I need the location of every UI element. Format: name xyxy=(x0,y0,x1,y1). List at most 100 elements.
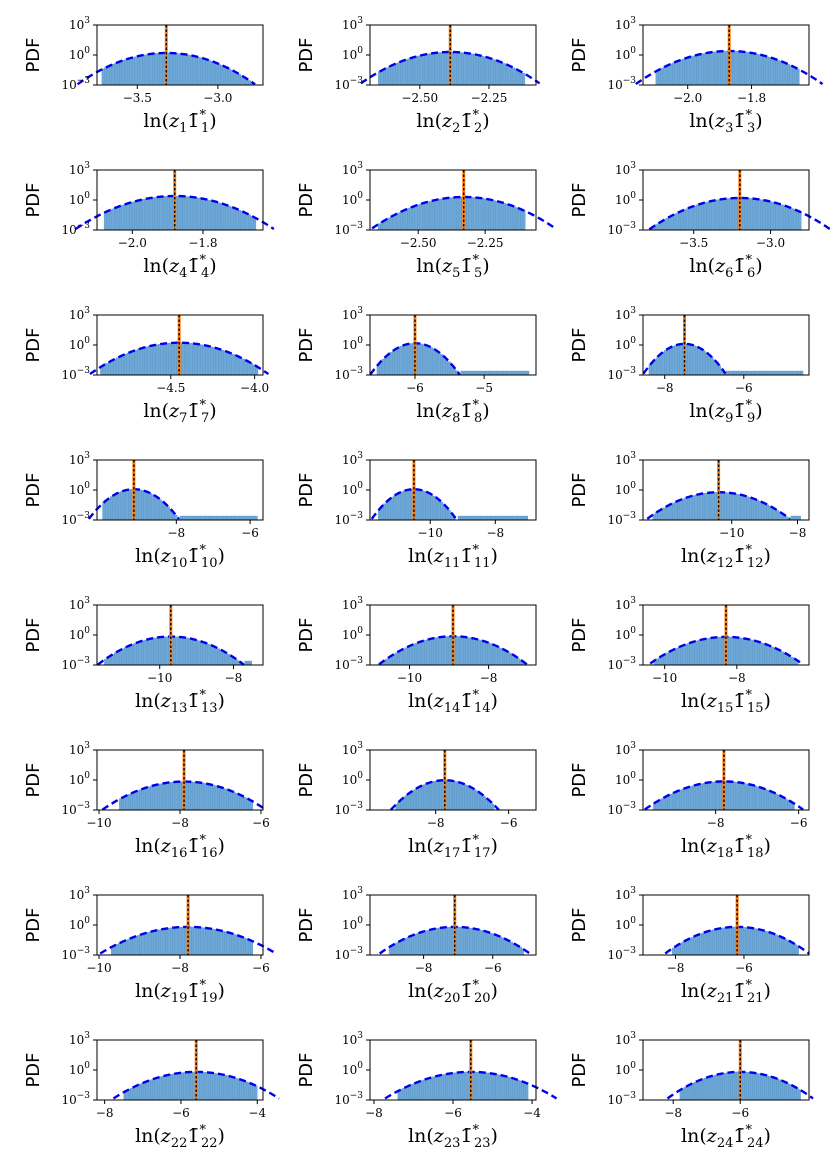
y-axis-label: PDF xyxy=(296,37,317,72)
histogram-bar xyxy=(699,639,703,666)
histogram-bar xyxy=(774,1077,777,1101)
y-tick-exponent: −3 xyxy=(623,511,637,521)
histogram-bar xyxy=(185,54,188,86)
x-tick-label: −2.0 xyxy=(673,91,702,105)
histogram-bar xyxy=(409,645,413,666)
y-tick-exponent: 0 xyxy=(357,1061,363,1071)
y-tick-label: 103 xyxy=(342,886,363,902)
histogram-bar xyxy=(468,53,472,86)
histogram-bar xyxy=(754,928,757,956)
y-axis-label: PDF xyxy=(569,617,590,652)
histogram-bar xyxy=(749,639,753,666)
histogram-bar xyxy=(200,927,204,956)
y-axis-label: PDF xyxy=(569,472,590,507)
histogram-bar xyxy=(239,357,243,376)
y-tick-exponent: 0 xyxy=(357,916,363,926)
histogram-bar xyxy=(510,205,514,231)
y-tick-label: 103 xyxy=(342,451,363,467)
histogram-bar xyxy=(740,782,743,811)
histogram-bar xyxy=(706,638,710,666)
histogram-bar xyxy=(467,785,470,811)
histogram-bar xyxy=(510,1077,514,1101)
histogram-bar xyxy=(691,55,695,86)
histogram-bar xyxy=(212,646,216,666)
y-tick-exponent: 0 xyxy=(630,916,636,926)
gaussian-fit-curve xyxy=(74,194,275,231)
histogram-bar xyxy=(480,1072,483,1101)
histogram-bar xyxy=(154,53,158,86)
histogram-bar xyxy=(158,929,161,956)
y-tick-exponent: 0 xyxy=(84,626,90,636)
x-tick-label: −10 xyxy=(86,816,111,830)
histogram-bar xyxy=(778,1079,781,1101)
histogram-bar xyxy=(769,932,772,956)
histogram-bar xyxy=(212,201,216,231)
histogram-bar xyxy=(187,515,191,521)
histogram-bar xyxy=(431,781,434,811)
histogram-bar xyxy=(793,515,797,521)
histogram-bar xyxy=(195,515,199,521)
histogram-bar xyxy=(156,497,160,521)
histogram-bar xyxy=(168,342,172,376)
y-axis-label: PDF xyxy=(23,762,44,797)
histogram-bar xyxy=(240,936,244,956)
histogram-bar xyxy=(385,658,388,666)
histogram-bar xyxy=(495,370,499,376)
histogram-bar xyxy=(406,646,410,666)
histogram-bar xyxy=(756,53,759,86)
x-tick-label: −8 xyxy=(171,816,189,830)
histogram-bar xyxy=(157,344,161,376)
histogram-bar xyxy=(730,781,734,811)
y-tick-label: 100 xyxy=(342,626,363,642)
histogram-bar xyxy=(118,649,122,666)
histogram-bar xyxy=(696,640,700,666)
histogram-bar xyxy=(758,1073,761,1101)
histogram-bar xyxy=(502,515,506,521)
histogram-bar xyxy=(460,926,464,956)
histogram-bar xyxy=(521,1081,524,1101)
histogram-bar xyxy=(149,197,153,231)
histogram-bar xyxy=(377,223,381,231)
histogram-bar xyxy=(424,345,428,376)
histogram-bar xyxy=(454,781,457,811)
histogram-bar xyxy=(246,515,250,521)
y-tick-exponent: 0 xyxy=(84,771,90,781)
histogram-bar xyxy=(771,933,774,956)
histogram-bar xyxy=(427,53,430,86)
y-tick-label: 103 xyxy=(342,16,363,32)
histogram-bar xyxy=(143,787,147,811)
histogram-bar xyxy=(672,649,676,666)
histogram-bar xyxy=(159,52,163,86)
histogram-bar xyxy=(445,927,448,956)
histogram-bar xyxy=(178,636,181,666)
histogram-bar xyxy=(480,515,484,521)
histogram-bar xyxy=(718,636,722,666)
histogram-bar xyxy=(429,53,433,86)
histogram-bar xyxy=(477,639,481,666)
histogram-bar xyxy=(706,201,710,231)
y-tick-exponent: 0 xyxy=(630,771,636,781)
y-tick-label: 100 xyxy=(69,1061,90,1077)
histogram-bar xyxy=(768,505,772,521)
histogram-bar xyxy=(408,792,411,811)
histogram-bar xyxy=(476,929,480,956)
histogram-bar xyxy=(475,54,479,86)
histogram-bar xyxy=(205,1072,209,1101)
histogram-bar xyxy=(766,931,770,956)
y-tick-exponent: 3 xyxy=(357,451,363,461)
histogram-bar xyxy=(227,654,230,666)
histogram-bar xyxy=(147,346,151,376)
y-tick-exponent: −3 xyxy=(350,511,364,521)
histogram-bar xyxy=(176,1072,180,1101)
histogram-bar xyxy=(775,203,779,231)
histogram-bar xyxy=(703,202,707,231)
x-axis-label: ln(z181̄* 18) xyxy=(681,833,771,861)
y-tick-label: 100 xyxy=(615,46,636,62)
histogram-bar xyxy=(501,370,504,376)
histogram-bar xyxy=(477,791,480,811)
y-tick-exponent: 3 xyxy=(357,886,363,896)
histogram-bar xyxy=(784,63,788,86)
histogram-bar xyxy=(772,202,776,231)
histogram-bar xyxy=(720,51,723,86)
